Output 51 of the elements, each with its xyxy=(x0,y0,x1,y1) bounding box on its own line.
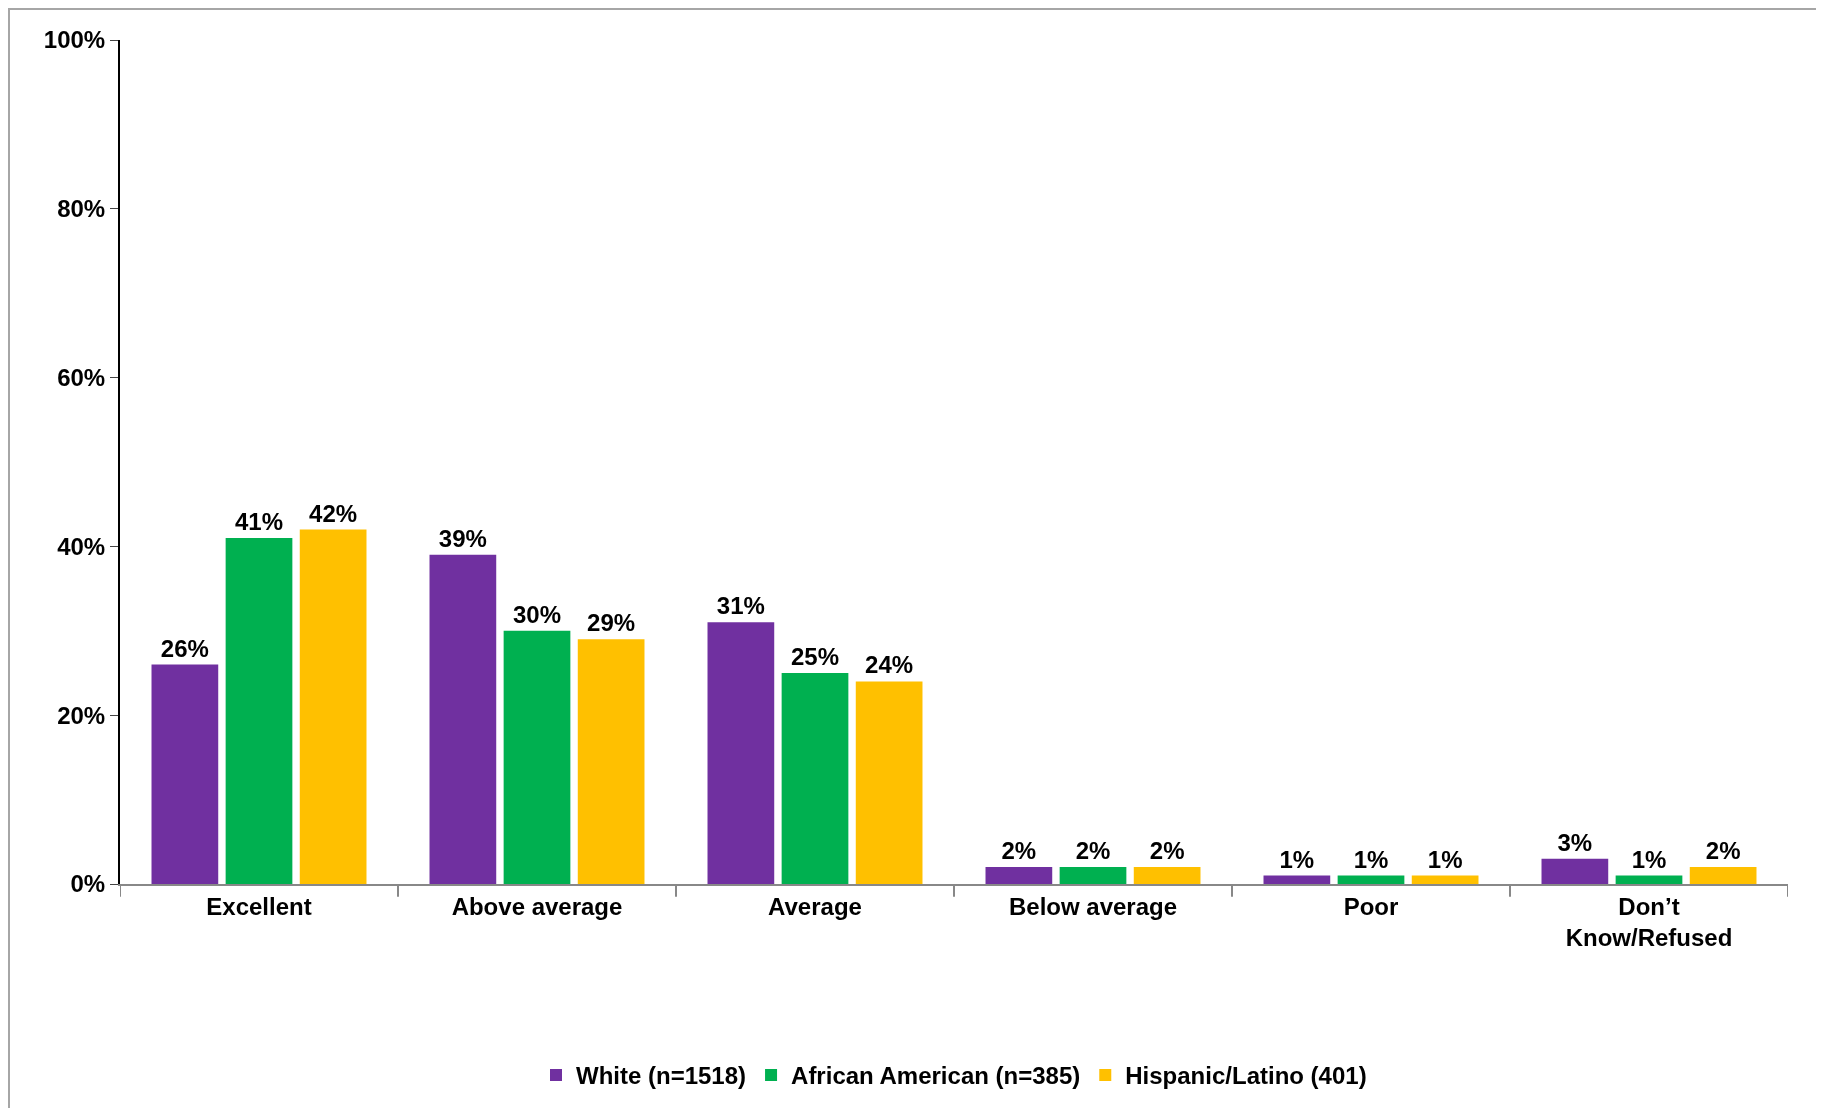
bar xyxy=(1615,875,1683,884)
bar xyxy=(1541,858,1609,884)
data-label: 41% xyxy=(234,507,284,535)
data-label: 1% xyxy=(1631,845,1667,873)
x-tick-label: Below average xyxy=(1008,892,1178,920)
bar xyxy=(855,681,923,884)
bar xyxy=(781,673,849,884)
bar xyxy=(151,664,219,884)
data-label: 26% xyxy=(160,634,209,662)
data-label: 2% xyxy=(1001,837,1037,865)
y-tick-label: 60% xyxy=(57,364,106,391)
data-label: 29% xyxy=(587,609,636,637)
y-tick-label: 40% xyxy=(57,532,106,560)
bar xyxy=(429,554,497,884)
y-tick-label: 0% xyxy=(70,870,106,898)
bar xyxy=(1337,875,1405,884)
data-label: 42% xyxy=(309,499,358,527)
data-label: 25% xyxy=(790,643,840,670)
bar xyxy=(225,537,293,884)
bar xyxy=(1689,867,1757,884)
data-label: 39% xyxy=(438,524,487,552)
data-label: 1% xyxy=(1353,845,1389,873)
y-tick-label: 20% xyxy=(57,701,106,729)
legend-label: Hispanic/Latino (401) xyxy=(1125,1062,1367,1090)
y-tick-label: 80% xyxy=(57,195,106,223)
bar xyxy=(299,529,367,884)
data-label: 1% xyxy=(1427,845,1463,873)
bar xyxy=(707,622,775,884)
x-tick-label: Poor xyxy=(1343,892,1399,920)
bar xyxy=(1133,867,1201,884)
bar xyxy=(985,867,1053,884)
legend-label: White (n=1518) xyxy=(576,1062,747,1090)
data-label: 30% xyxy=(512,600,562,628)
data-label: 2% xyxy=(1149,837,1185,865)
data-label: 1% xyxy=(1279,845,1315,873)
data-label: 2% xyxy=(1705,837,1741,865)
data-label: 3% xyxy=(1557,828,1593,856)
x-tick-label: Above average xyxy=(451,892,623,920)
y-tick-label: 100% xyxy=(43,26,106,54)
x-tick-label: Excellent xyxy=(206,892,312,920)
x-tick-label: Don’t Know/Refused xyxy=(1565,892,1733,951)
data-label: 2% xyxy=(1075,837,1111,865)
data-label: 24% xyxy=(865,651,914,679)
bar xyxy=(577,639,645,884)
bar xyxy=(1059,867,1127,884)
bar xyxy=(503,630,571,884)
bar xyxy=(1263,875,1331,884)
x-tick-label: Average xyxy=(768,892,862,920)
legend-label: African American (n=385) xyxy=(791,1062,1081,1090)
data-label: 31% xyxy=(716,592,765,620)
bar xyxy=(1411,875,1479,884)
